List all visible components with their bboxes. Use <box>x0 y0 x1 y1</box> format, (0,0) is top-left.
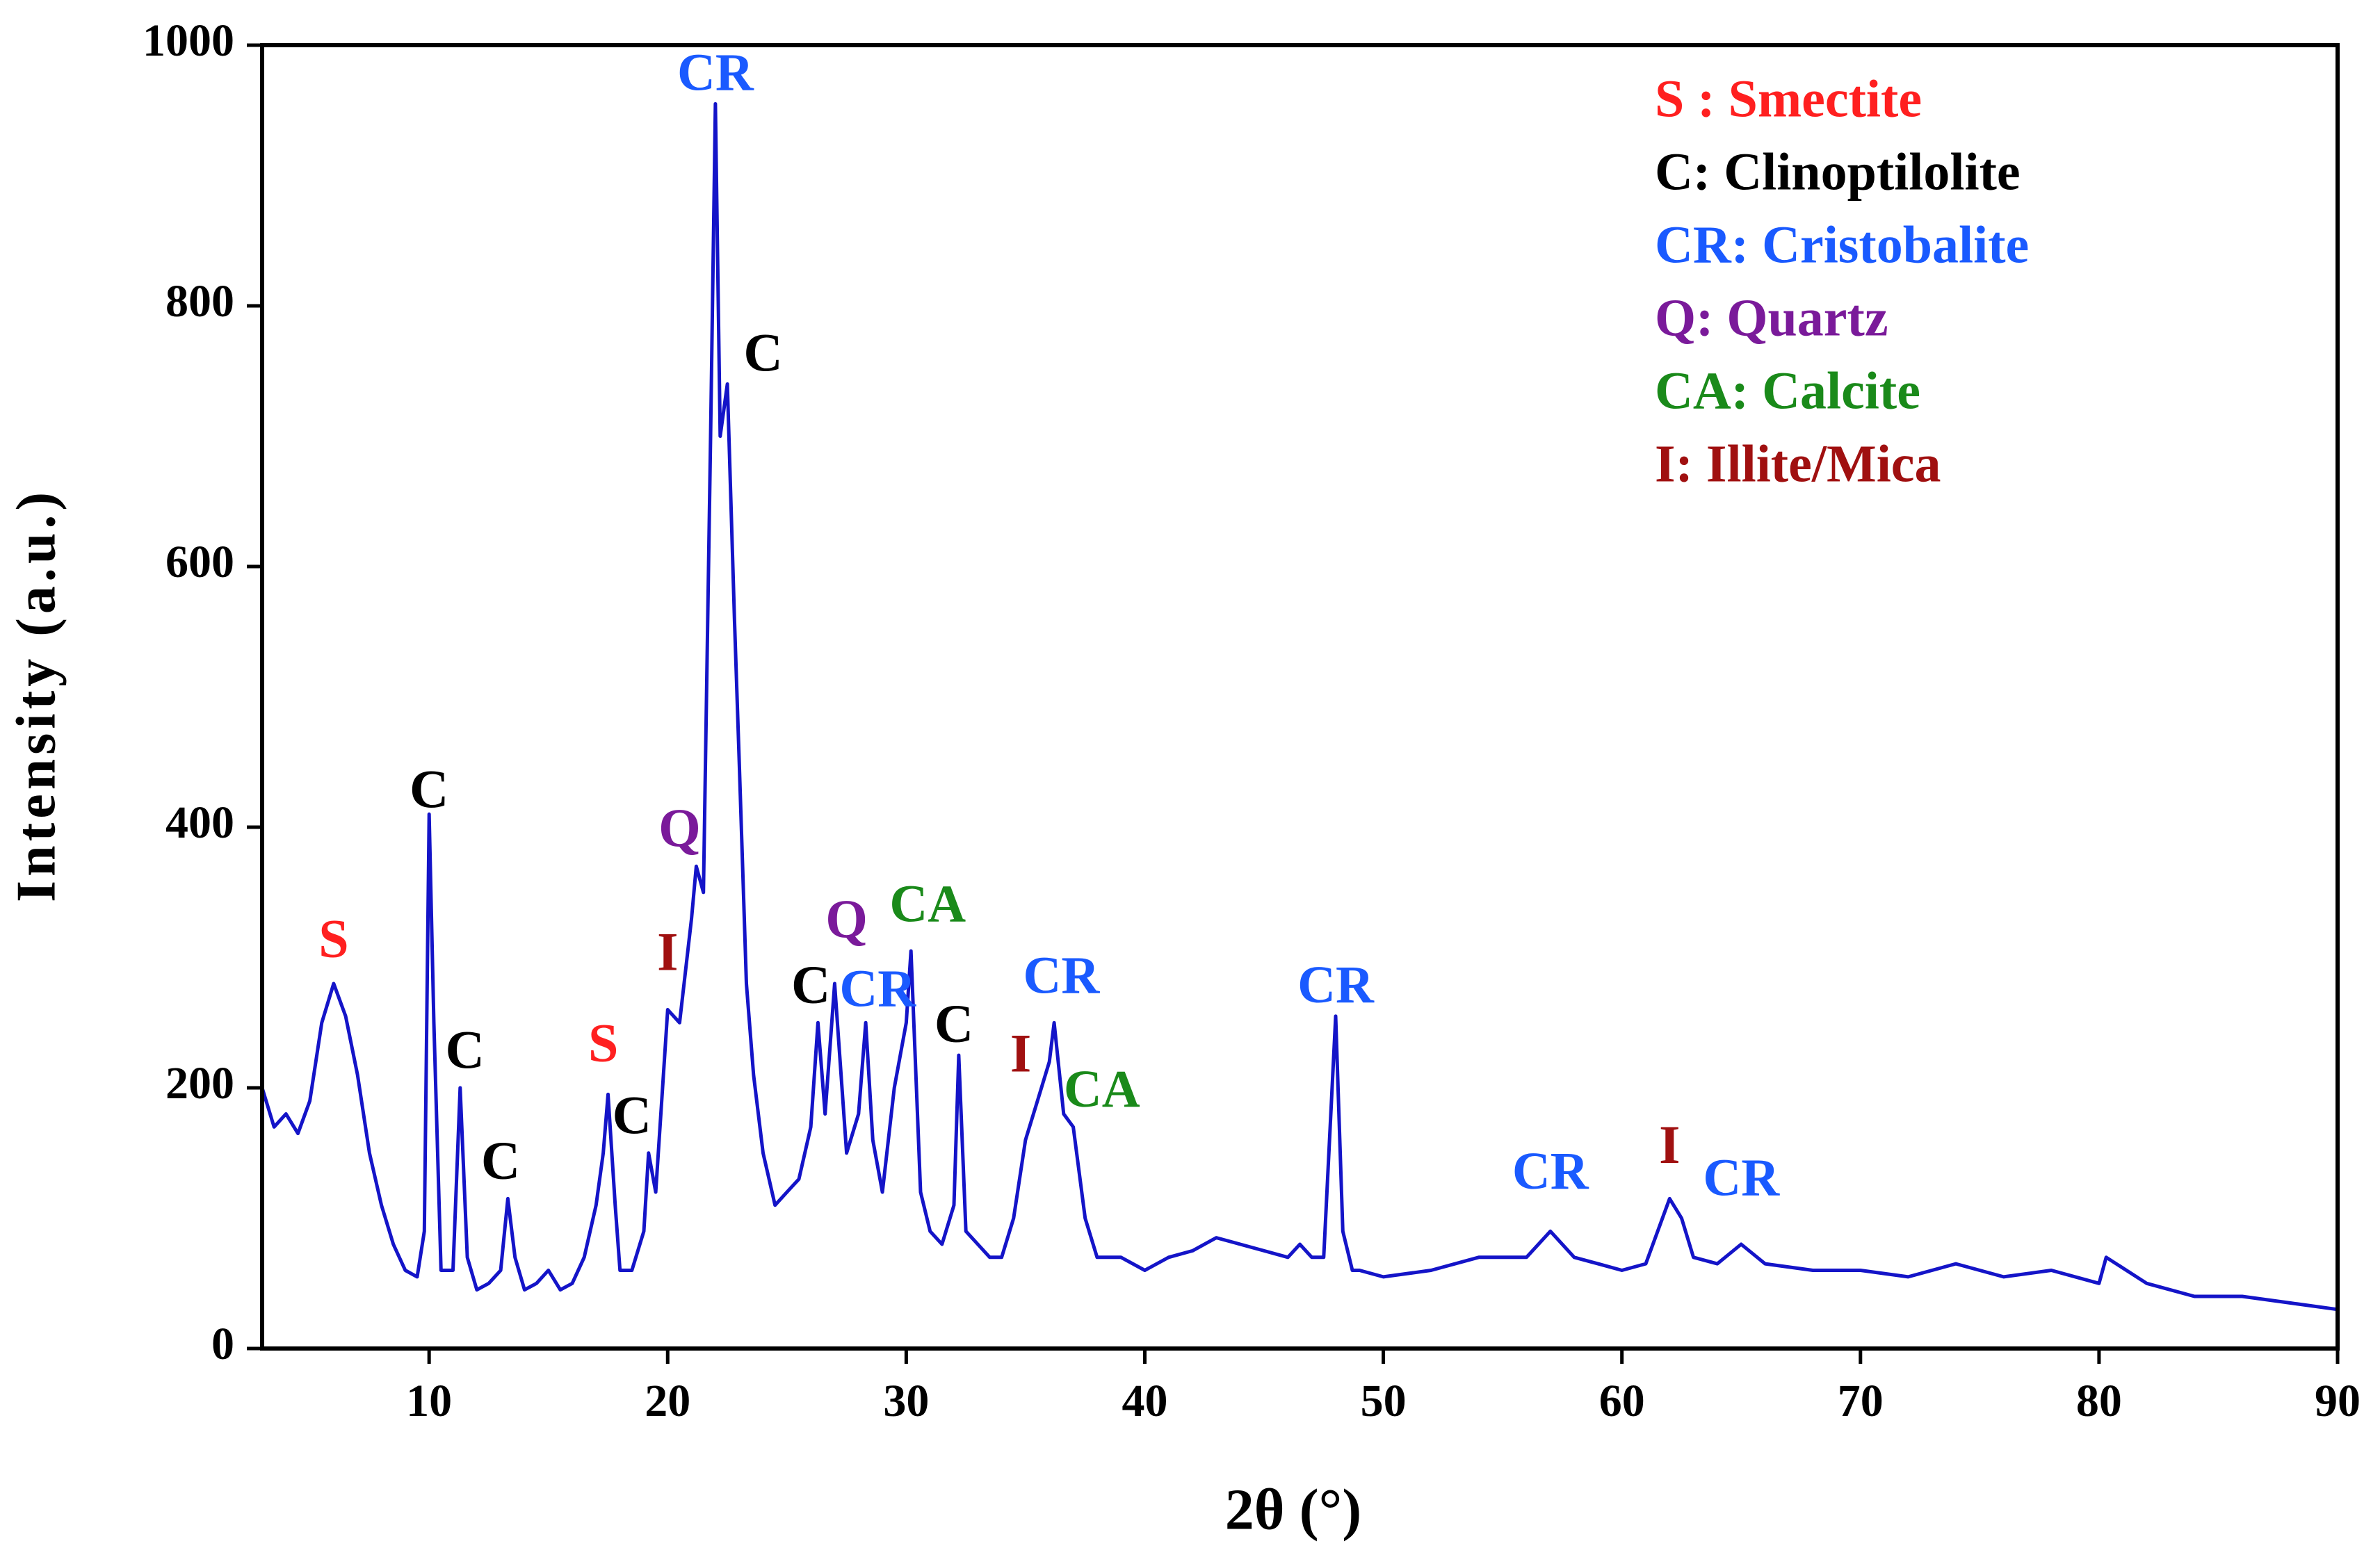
legend-entry: CA: Calcite <box>1655 361 1920 420</box>
peak-label: CR <box>1703 1148 1780 1207</box>
peak-label: I <box>1010 1023 1031 1084</box>
line-series <box>260 101 2338 1312</box>
legend-entry: CR: Cristobalite <box>1655 215 2029 274</box>
x-tick-label: 30 <box>883 1376 929 1426</box>
y-tick-label: 200 <box>165 1058 234 1109</box>
legend-entry: Q: Quartz <box>1655 288 1888 347</box>
peak-label: Q <box>825 889 868 950</box>
peak-label: S <box>588 1013 618 1073</box>
legend-entry: I: Illite/Mica <box>1655 434 1941 493</box>
peak-label: Q <box>658 797 701 858</box>
x-tick-label: 40 <box>1122 1376 1167 1426</box>
x-tick-label: 60 <box>1599 1376 1645 1426</box>
y-tick-label: 800 <box>165 276 234 327</box>
y-tick-label: 1000 <box>143 15 234 66</box>
y-tick-label: 400 <box>165 797 234 848</box>
peak-label: I <box>1659 1114 1680 1175</box>
peak-label: CR <box>839 959 916 1018</box>
peak-label: C <box>445 1019 484 1080</box>
peak-label: CA <box>1064 1060 1140 1118</box>
peak-label: C <box>743 322 782 382</box>
peak-label: C <box>613 1084 651 1145</box>
x-tick-label: 50 <box>1361 1376 1407 1426</box>
y-axis-label: Intensity (a.u.) <box>6 488 67 902</box>
peak-label: S <box>318 909 348 969</box>
x-tick-label: 20 <box>645 1376 690 1426</box>
y-tick-label: 0 <box>211 1319 234 1369</box>
y-tick-label: 600 <box>165 537 234 587</box>
x-tick-label: 80 <box>2076 1376 2122 1426</box>
peak-label: I <box>657 921 678 981</box>
peak-label: CR <box>1297 956 1375 1014</box>
legend-entry: C: Clinoptilolite <box>1655 142 2021 201</box>
peak-label: C <box>791 954 830 1014</box>
peak-label: CR <box>1512 1142 1589 1200</box>
peak-label: C <box>934 993 973 1054</box>
plot-frame <box>260 43 2340 1351</box>
x-tick-label: 70 <box>1838 1376 1884 1426</box>
peak-label: CA <box>889 875 966 934</box>
peak-label: CR <box>1023 947 1101 1005</box>
peak-label: C <box>410 758 448 819</box>
peak-label: CR <box>677 43 754 101</box>
legend-entry: S : Smectite <box>1655 70 1922 128</box>
x-axis-label: 2θ (°) <box>1225 1477 1361 1542</box>
peak-label: C <box>481 1130 520 1190</box>
x-tick-label: 90 <box>2315 1376 2361 1426</box>
x-tick-label: 10 <box>406 1376 452 1426</box>
